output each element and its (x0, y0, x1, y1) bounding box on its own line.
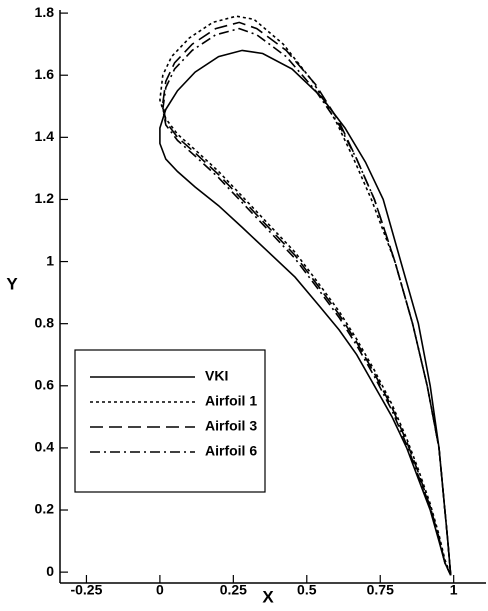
y-tick-label: 0.4 (35, 439, 55, 455)
legend-label: Airfoil 6 (205, 443, 257, 459)
x-tick-label: 0 (156, 582, 164, 598)
legend-label: Airfoil 3 (205, 418, 257, 434)
y-axis-label: Y (6, 274, 18, 293)
airfoil-line (159, 15, 452, 576)
y-tick-label: 1.6 (35, 66, 55, 82)
x-axis-label: X (262, 587, 274, 606)
legend-label: VKI (205, 368, 228, 384)
legend-label: Airfoil 1 (205, 393, 257, 409)
x-tick-label: -0.25 (70, 582, 102, 598)
y-tick-label: 0.2 (35, 501, 55, 517)
y-tick-label: 1.2 (35, 190, 55, 206)
x-tick-label: 0.25 (220, 582, 247, 598)
airfoil-line (161, 21, 452, 576)
x-tick-label: 0.5 (297, 582, 317, 598)
legend-box (74, 349, 266, 493)
x-tick-label: 0.75 (367, 582, 394, 598)
y-tick-label: 1.8 (35, 4, 55, 20)
airfoil-line (159, 49, 452, 576)
y-tick-label: 1.4 (35, 128, 55, 144)
y-tick-label: 0 (46, 563, 54, 579)
x-tick-label: 1 (450, 582, 458, 598)
y-tick-label: 0.8 (35, 314, 55, 330)
y-tick-label: 0.6 (35, 376, 55, 392)
airfoil-line (161, 27, 452, 576)
y-tick-label: 1 (46, 252, 54, 268)
